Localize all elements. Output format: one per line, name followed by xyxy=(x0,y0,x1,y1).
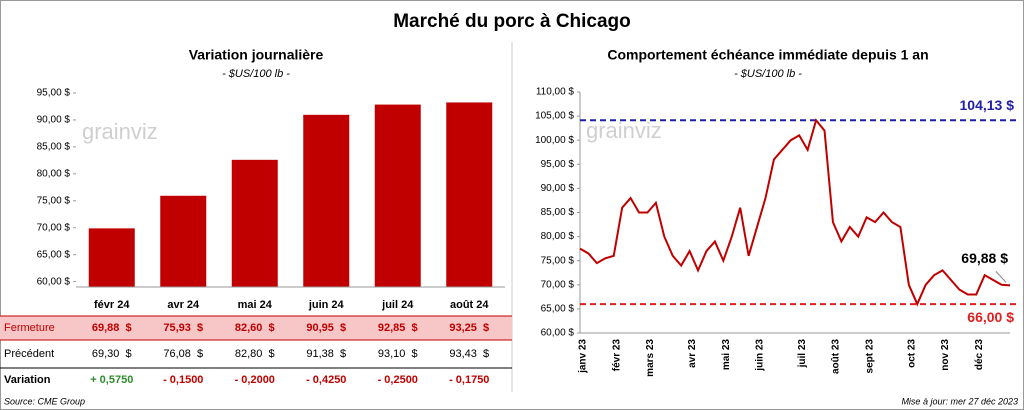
y-tick-label: 80,00 $ xyxy=(37,168,71,179)
table-cell: 69,88 $ xyxy=(92,322,132,334)
y-tick-label: 90,00 $ xyxy=(541,183,575,194)
updated: Mise à jour: mer 27 déc 2023 xyxy=(901,396,1018,406)
table-cell: + 0,5750 xyxy=(90,374,133,386)
y-tick-label: 85,00 $ xyxy=(37,142,71,153)
y-tick-label: 65,00 $ xyxy=(37,249,71,260)
y-tick-label: 95,00 $ xyxy=(541,159,575,170)
x-tick-label: oct 23 xyxy=(906,339,917,368)
leader-line xyxy=(995,271,1007,283)
x-tick-label: avr 24 xyxy=(167,299,200,311)
y-tick-label: 65,00 $ xyxy=(541,304,575,315)
line-series xyxy=(579,118,1011,307)
table-cell: 90,95 $ xyxy=(306,322,346,334)
x-tick-label: août 24 xyxy=(450,299,489,311)
page-title: Marché du porc à Chicago xyxy=(393,11,631,32)
table-cell: - 0,2500 xyxy=(378,374,418,386)
table-cell: - 0,2000 xyxy=(235,374,275,386)
x-tick-label: juin 23 xyxy=(755,339,766,372)
y-tick-label: 85,00 $ xyxy=(541,207,575,218)
table-cell: 92,85 $ xyxy=(378,322,418,334)
bar xyxy=(231,159,278,287)
y-tick-label: 90,00 $ xyxy=(37,115,71,126)
x-tick-label: sept 23 xyxy=(864,339,875,374)
chart-title: Comportement échéance immédiate depuis 1… xyxy=(607,47,928,63)
table-cell: 76,08 $ xyxy=(163,348,203,360)
row-label: Précédent xyxy=(4,348,54,360)
bar xyxy=(160,195,207,287)
table-cell: 93,10 $ xyxy=(378,348,418,360)
y-tick-label: 105,00 $ xyxy=(535,111,574,122)
source: Source: CME Group xyxy=(4,396,85,406)
watermark: grainviz xyxy=(82,119,158,144)
y-tick-label: 70,00 $ xyxy=(541,279,575,290)
y-tick-label: 60,00 $ xyxy=(37,276,71,287)
y-tick-label: 60,00 $ xyxy=(541,328,575,339)
x-tick-label: juin 24 xyxy=(308,299,345,311)
x-tick-label: janv 23 xyxy=(578,339,589,374)
bar xyxy=(303,114,350,287)
chart-subtitle: - $US/100 lb - xyxy=(734,68,802,80)
table-cell: 82,60 $ xyxy=(235,322,275,334)
x-tick-label: avr 23 xyxy=(687,339,698,368)
row-label: Fermeture xyxy=(4,322,55,334)
bar xyxy=(88,228,135,287)
table-cell: 91,38 $ xyxy=(306,348,346,360)
y-tick-label: 100,00 $ xyxy=(535,135,574,146)
bar xyxy=(446,102,493,287)
table-cell: - 0,1750 xyxy=(449,374,489,386)
x-tick-label: mai 23 xyxy=(721,339,732,371)
highlight-row xyxy=(0,316,512,340)
reference-label: 66,00 $ xyxy=(967,309,1014,325)
x-tick-label: nov 23 xyxy=(940,339,951,371)
x-tick-label: févr 23 xyxy=(611,339,622,372)
table-cell: - 0,4250 xyxy=(306,374,346,386)
x-tick-label: févr 24 xyxy=(94,299,130,311)
y-tick-label: 80,00 $ xyxy=(541,231,575,242)
table-cell: 75,93 $ xyxy=(163,322,203,334)
chart-title: Variation journalière xyxy=(189,47,324,63)
row-label: Variation xyxy=(4,374,51,386)
x-tick-label: déc 23 xyxy=(974,339,985,371)
reference-label: 104,13 $ xyxy=(960,97,1015,113)
last-label: 69,88 $ xyxy=(961,250,1008,266)
chart-subtitle: - $US/100 lb - xyxy=(222,68,290,80)
y-tick-label: 95,00 $ xyxy=(37,88,71,99)
watermark: grainviz xyxy=(586,118,662,143)
table-cell: 93,43 $ xyxy=(449,348,489,360)
table-cell: - 0,1500 xyxy=(163,374,203,386)
table-cell: 82,80 $ xyxy=(235,348,275,360)
x-tick-label: mai 24 xyxy=(238,299,273,311)
x-tick-label: juil 24 xyxy=(381,299,414,311)
x-tick-label: août 23 xyxy=(831,339,842,374)
table-cell: 69,30 $ xyxy=(92,348,132,360)
y-tick-label: 110,00 $ xyxy=(536,87,575,98)
x-tick-label: mars 23 xyxy=(645,339,656,377)
y-tick-label: 75,00 $ xyxy=(37,195,71,206)
bar xyxy=(374,104,421,287)
y-tick-label: 70,00 $ xyxy=(37,222,71,233)
x-tick-label: juil 23 xyxy=(797,339,808,369)
table-cell: 93,25 $ xyxy=(449,322,489,334)
y-tick-label: 75,00 $ xyxy=(541,255,575,266)
